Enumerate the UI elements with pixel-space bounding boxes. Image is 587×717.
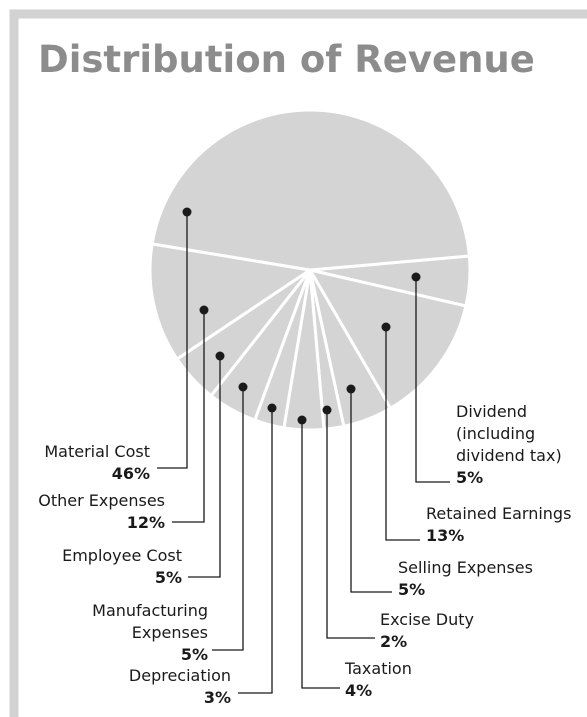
leader-dot <box>297 415 307 425</box>
frame <box>9 9 587 717</box>
category-label: Retained Earnings <box>426 504 572 523</box>
leader-dot <box>182 207 192 217</box>
value-label: 13% <box>426 526 465 545</box>
category-label: Taxation <box>345 659 412 678</box>
leader-dot <box>267 403 277 413</box>
slice-label: Taxation 4% <box>345 658 525 702</box>
pie-slice <box>148 242 314 362</box>
value-label: 4% <box>345 681 373 700</box>
leader-line <box>350 389 392 593</box>
leader-line <box>415 277 450 483</box>
leader-dot <box>199 305 209 315</box>
value-label: 5% <box>180 645 208 664</box>
value-label: 5% <box>398 580 426 599</box>
leader-dot <box>381 322 391 332</box>
value-label: 12% <box>126 513 165 532</box>
value-label: 46% <box>111 464 150 483</box>
leader-line <box>301 420 340 689</box>
slice-label: Depreciation 3% <box>31 665 231 709</box>
slice-label: Employee Cost 5% <box>12 545 182 589</box>
leader-dot <box>322 405 332 415</box>
slice-label: Other Expenses 12% <box>5 490 165 534</box>
value-label: 5% <box>154 568 182 587</box>
leader-line <box>326 410 375 639</box>
value-label: 5% <box>456 468 484 487</box>
leader-line <box>385 327 420 541</box>
slice-label: Selling Expenses 5% <box>398 557 578 601</box>
slice-label: Dividend (including dividend tax) 5% <box>456 401 581 489</box>
leader-line <box>157 212 188 469</box>
category-label: Depreciation <box>128 666 231 685</box>
leader-line <box>188 356 221 578</box>
category-label: Excise Duty <box>380 610 475 629</box>
chart-title: Distribution of Revenue <box>38 38 535 81</box>
category-label: Dividend (including dividend tax) <box>456 402 562 465</box>
pie-slice <box>306 267 468 411</box>
pie-slice <box>150 108 472 272</box>
leader-dot <box>238 382 248 392</box>
leader-line <box>238 408 273 694</box>
slice-label: Excise Duty 2% <box>380 609 560 653</box>
leader-line <box>212 387 244 651</box>
slice-label: Retained Earnings 13% <box>426 503 586 547</box>
category-label: Material Cost <box>44 442 150 461</box>
value-label: 2% <box>380 632 408 651</box>
leader-dot <box>411 272 421 282</box>
leader-line <box>172 310 205 523</box>
slice-label: Material Cost 46% <box>10 441 150 485</box>
category-label: Employee Cost <box>62 546 182 565</box>
category-label: Selling Expenses <box>398 558 533 577</box>
value-label: 3% <box>203 688 231 707</box>
category-label: Manufacturing Expenses <box>92 601 208 642</box>
category-label: Other Expenses <box>38 491 165 510</box>
leader-dot <box>346 384 356 394</box>
slice-label: Manufacturing Expenses 5% <box>68 600 208 666</box>
leader-dot <box>215 351 225 361</box>
